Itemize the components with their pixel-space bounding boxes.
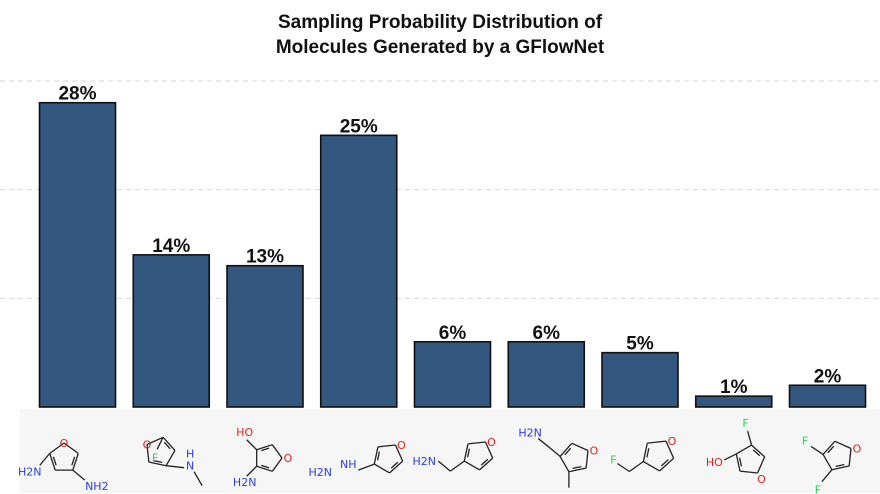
svg-text:O: O [853,443,862,456]
bar-label-1: 28% [58,84,96,105]
svg-text:NH: NH [340,458,357,471]
svg-text:H: H [186,448,194,461]
molecule-panel-8 [675,409,788,493]
svg-text:H2N: H2N [309,466,333,479]
svg-text:F: F [802,434,808,447]
bar-labels: 28% 14% 13% 25% 6% 6% 5% 1% 2% [58,84,841,398]
svg-text:F: F [610,454,616,467]
bar-1 [38,101,117,408]
bar-3 [226,264,304,408]
svg-text:O: O [487,436,496,449]
svg-text:HO: HO [236,426,253,439]
svg-text:N: N [186,460,194,473]
bar-label-8: 1% [720,377,748,398]
bars [38,101,867,408]
bar-label-6: 6% [533,323,561,344]
bar-label-9: 2% [814,366,842,387]
svg-text:H2N: H2N [518,426,542,439]
molecule-8: O F HO [706,417,766,486]
svg-text:O: O [668,435,677,448]
svg-text:O: O [757,473,766,486]
svg-text:O: O [60,437,69,450]
bar-6 [507,340,586,408]
svg-text:F: F [742,417,748,430]
bar-8 [694,395,773,408]
chart-title: Sampling Probability Distribution of Mol… [0,10,880,60]
bar-label-7: 5% [626,334,654,355]
bar-7 [601,351,679,408]
molecule-panel-5 [394,409,507,493]
chart-title-line-1: Sampling Probability Distribution of [277,12,603,33]
bar-2 [132,254,211,408]
svg-text:O: O [284,452,293,465]
molecule-3: O HO H2N [233,426,293,489]
bar-label-2: 14% [152,236,190,257]
molecule-5: O H2N [413,436,496,472]
molecule-1: O H2N NH2 [18,437,109,493]
svg-text:O: O [590,445,599,458]
molecule-2: OF NH [143,436,203,487]
molecule-panel-4 [300,409,413,493]
svg-text:H2N: H2N [413,455,437,468]
molecule-panel-3 [207,409,319,493]
chart-title-line-2: Molecules Generated by a GFlowNet [275,37,605,58]
grid [0,80,880,299]
molecule-panel-9 [769,409,880,493]
molecule-9: O F F [802,434,862,494]
bar-5 [413,340,492,408]
molecule-7: OF [610,435,677,473]
molecule-panel-6 [488,409,601,493]
molecule-6: O H2N [518,426,599,488]
bar-9 [788,384,867,408]
molecule-panel-2 [113,409,226,493]
molecule-4: O NH H2N [309,439,407,479]
svg-text:O: O [143,439,152,452]
svg-text:F: F [152,451,158,464]
bar-4 [319,134,398,408]
svg-text:H2N: H2N [233,476,257,489]
bar-label-3: 13% [246,247,284,268]
svg-text:O: O [397,439,406,452]
molecule-panel-7 [582,409,694,493]
svg-text:F: F [815,484,821,494]
svg-text:HO: HO [706,456,723,469]
svg-text:H2N: H2N [18,465,42,478]
svg-text:NH2: NH2 [85,480,109,493]
bar-label-4: 25% [340,116,378,137]
bar-label-5: 6% [439,323,467,344]
